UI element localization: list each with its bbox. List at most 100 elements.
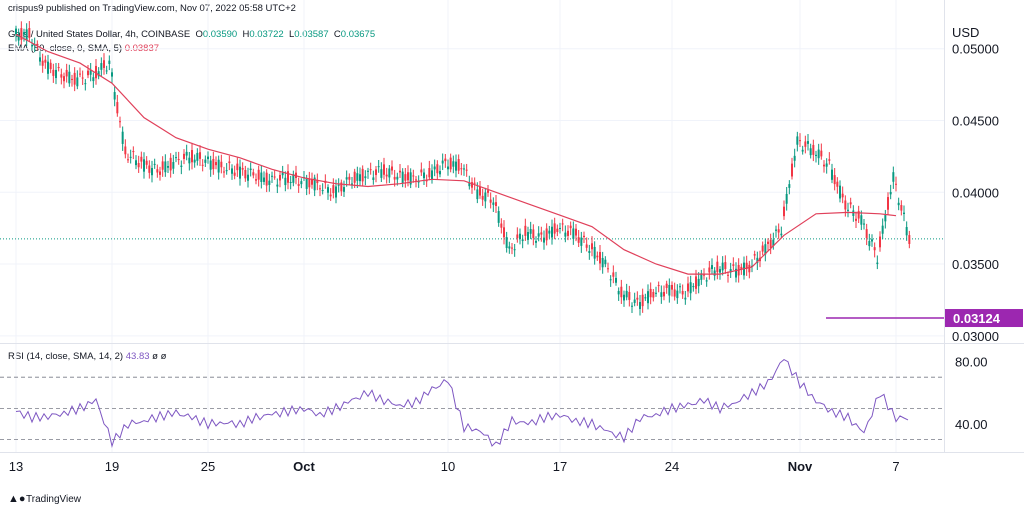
candle-body <box>775 229 777 231</box>
candle-body <box>631 305 633 307</box>
candle-body <box>188 157 191 164</box>
candle-body <box>601 257 604 268</box>
price-marker[interactable] <box>945 309 1023 328</box>
candle-body <box>383 164 385 175</box>
candle-body <box>609 279 612 281</box>
tradingview-logo[interactable]: ▲● TradingView <box>8 493 82 505</box>
candle-body <box>377 166 380 168</box>
candle-body <box>863 223 865 225</box>
candle-body <box>159 171 161 175</box>
candle-body <box>236 163 239 171</box>
candle-body <box>20 28 23 40</box>
candle-body <box>223 171 225 173</box>
candle-body <box>559 227 561 229</box>
candle-body <box>897 202 900 206</box>
candle-body <box>281 172 284 176</box>
candle-body <box>380 169 383 178</box>
candle-body <box>212 158 215 170</box>
candle-body <box>225 170 228 172</box>
candle-body <box>164 161 167 173</box>
candle-body <box>569 225 572 229</box>
candle-body <box>313 177 316 191</box>
candle-body <box>193 159 196 163</box>
candle-body <box>153 163 156 165</box>
candle-body <box>628 291 631 300</box>
candle-body <box>97 71 100 77</box>
rsi-bands <box>0 376 944 440</box>
candle-body <box>271 175 273 177</box>
open-value: 0.03590 <box>202 29 238 40</box>
price-tick-label: 0.03000 <box>952 329 999 344</box>
candle-body <box>716 261 719 273</box>
candle-body <box>241 167 244 170</box>
candle-body <box>297 184 300 186</box>
candle-body <box>740 266 743 270</box>
candle-body <box>481 195 484 200</box>
candle-body <box>132 151 135 153</box>
candle-body <box>756 257 759 263</box>
rsi-legend[interactable]: RSI (14, close, SMA, 14, 2) 43.83 ø ø <box>8 351 166 362</box>
candle-body <box>273 176 276 178</box>
candle-body <box>719 269 721 273</box>
candle-body <box>844 200 847 210</box>
candle-body <box>695 276 697 289</box>
candle-body <box>292 174 295 183</box>
candle-body <box>697 278 700 287</box>
candle-body <box>116 102 119 114</box>
candle-body <box>887 197 889 210</box>
candle-body <box>233 172 236 176</box>
rsi-label: RSI (14, close, SMA, 14, 2) <box>8 351 124 362</box>
candle-body <box>364 176 367 179</box>
candle-body <box>865 229 868 238</box>
candle-body <box>249 168 252 171</box>
candle-body <box>820 150 823 157</box>
candle-body <box>319 188 321 190</box>
close-value: 0.03675 <box>340 29 376 40</box>
candle-body <box>713 270 716 276</box>
candle-body <box>857 210 860 219</box>
candle-body <box>543 237 545 243</box>
candle-body <box>108 60 111 64</box>
candle-body <box>172 162 175 169</box>
candle-body <box>580 237 583 246</box>
candle-body <box>761 245 764 252</box>
candle-body <box>105 70 108 72</box>
candle-body <box>703 274 705 276</box>
candle-body <box>545 228 548 241</box>
candle-body <box>871 239 873 242</box>
candle-body <box>84 83 87 85</box>
candle-body <box>772 239 775 247</box>
candle-body <box>103 60 105 68</box>
candle-body <box>300 181 303 185</box>
candle-body <box>777 229 780 233</box>
candle-body <box>841 193 844 198</box>
candle-body <box>665 283 668 289</box>
tv-logo-icon: ▲● <box>8 493 26 505</box>
candle-body <box>807 141 809 144</box>
candle-body <box>812 144 815 155</box>
candle-body <box>788 184 791 188</box>
candle-body <box>404 174 407 181</box>
candle-body <box>895 183 897 185</box>
candle-body <box>391 166 393 171</box>
price-marker-label: 0.03124 <box>953 311 1001 326</box>
candle-body <box>817 149 820 159</box>
candle-body <box>623 294 625 301</box>
candle-body <box>729 269 732 273</box>
candle-body <box>676 290 679 299</box>
candle-body <box>473 182 476 184</box>
candle-body <box>92 77 95 82</box>
low-value: 0.03587 <box>294 29 329 40</box>
candle-body <box>585 244 588 248</box>
symbol-legend[interactable]: Gala / United States Dollar, 4h, COINBAS… <box>8 29 375 40</box>
candle-body <box>785 193 788 204</box>
candle-body <box>433 166 436 170</box>
candle-body <box>516 234 519 239</box>
candle-body <box>156 169 159 173</box>
candle-body <box>207 156 209 160</box>
candle-body <box>503 227 505 238</box>
candle-body <box>340 182 343 192</box>
candle-body <box>431 170 433 181</box>
candle-body <box>199 152 201 159</box>
